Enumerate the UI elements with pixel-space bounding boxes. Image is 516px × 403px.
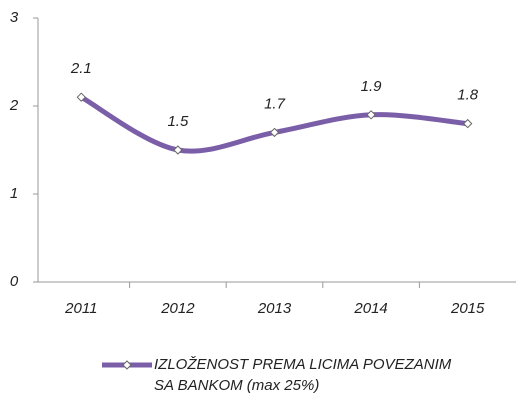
data-label: 1.5	[167, 113, 189, 130]
point-marker	[462, 118, 473, 129]
legend-symbol	[102, 360, 152, 370]
data-label: 1.9	[361, 78, 383, 95]
y-tick-label: 3	[10, 9, 19, 26]
legend: IZLOŽENOST PREMA LICIMA POVEZANIM SA BAN…	[100, 354, 500, 396]
data-label: 1.8	[457, 87, 479, 104]
x-tick-label: 2013	[257, 300, 292, 317]
data-label: 1.7	[264, 95, 286, 112]
x-tick-label: 2014	[353, 300, 387, 317]
data-label: 2.1	[70, 60, 92, 77]
x-tick-label: 2012	[160, 300, 195, 317]
legend-label: IZLOŽENOST PREMA LICIMA POVEZANIM SA BAN…	[154, 356, 452, 394]
x-tick-label: 2015	[450, 300, 485, 317]
point-marker	[366, 110, 376, 120]
y-tick-label: 1	[10, 185, 18, 202]
point-marker	[173, 145, 183, 155]
legend-marker	[122, 360, 132, 370]
point-marker	[76, 92, 87, 102]
y-tick-label: 0	[10, 273, 19, 290]
x-tick-label: 2011	[64, 300, 97, 317]
y-tick-label: 2	[9, 97, 19, 114]
chart: 0 1 2 3 2011 2012 2013 2014 2015 2.1 1.5 1.7 1.9 1.8	[9, 9, 516, 317]
point-marker	[269, 127, 280, 138]
